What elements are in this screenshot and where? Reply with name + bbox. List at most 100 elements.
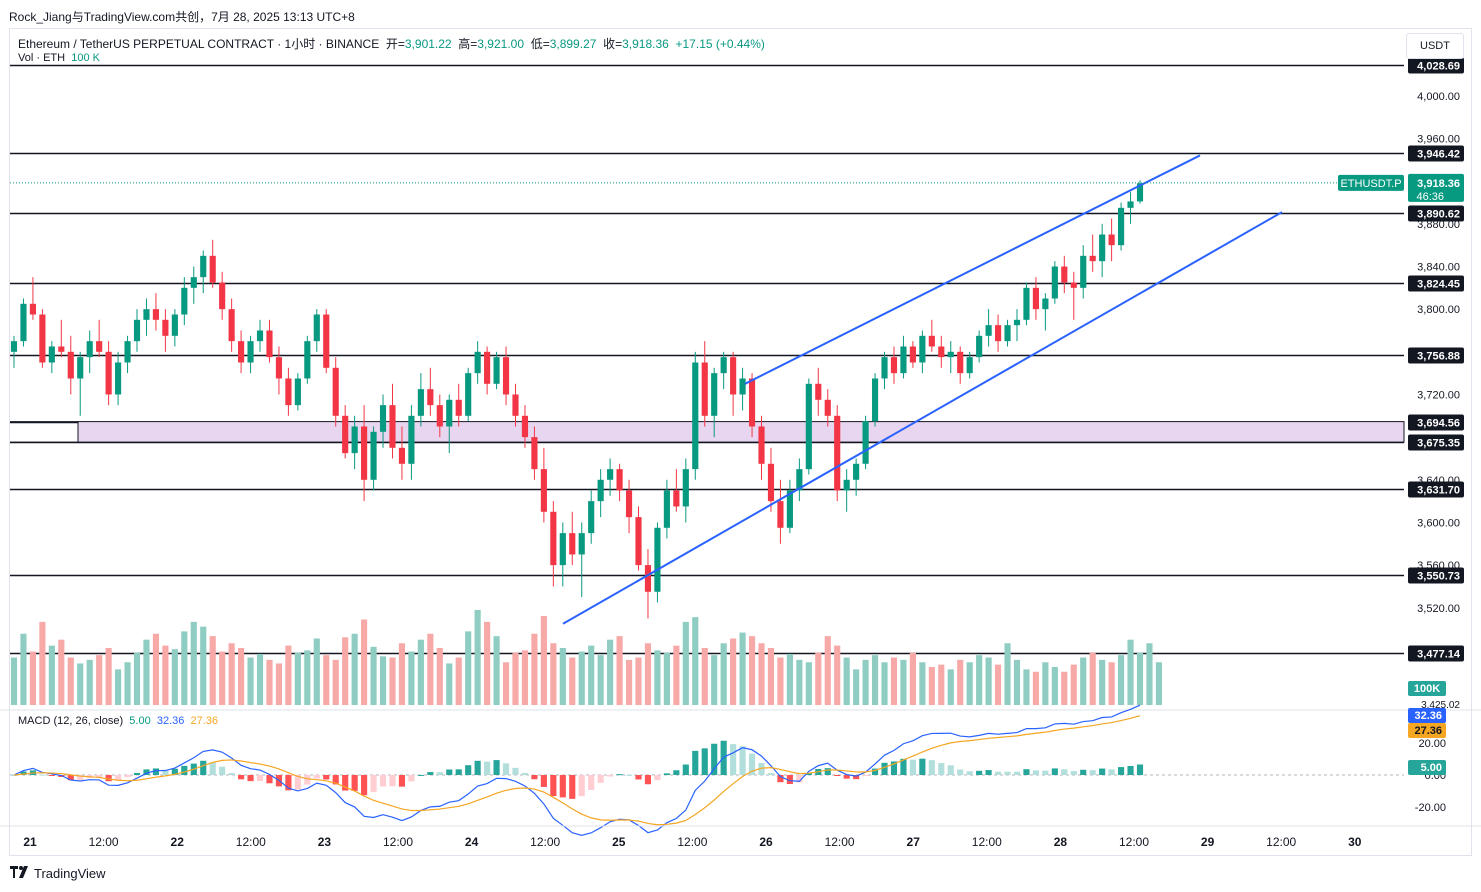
volume-bar bbox=[1127, 639, 1134, 705]
macd-histogram-bar bbox=[152, 768, 160, 775]
macd-histogram-bar bbox=[342, 775, 349, 791]
macd-histogram-bar bbox=[502, 763, 510, 775]
level-label: 3,890.62 bbox=[1417, 209, 1460, 221]
macd-histogram-bar bbox=[181, 765, 188, 775]
candle-body bbox=[947, 351, 954, 358]
level-label: 3,550.73 bbox=[1417, 571, 1460, 583]
time-tick-label: 24 bbox=[465, 835, 479, 849]
time-axis: 21 12:00 22 12:00 23 12:00 24 12:00 25 12:00 26 12:… bbox=[0, 825, 1481, 849]
macd-histogram-bar bbox=[332, 775, 339, 785]
candle-body bbox=[1061, 266, 1068, 283]
level-label: 3,675.35 bbox=[1417, 438, 1460, 450]
candle-body bbox=[730, 357, 737, 395]
candle-body bbox=[1051, 266, 1058, 299]
time-tick-label: 12:00 bbox=[1119, 835, 1149, 849]
candle-body bbox=[767, 463, 775, 502]
macd-histogram-bar bbox=[389, 775, 396, 787]
volume-bar bbox=[692, 617, 699, 705]
candle-body bbox=[862, 421, 869, 464]
macd-badge-label: 27.36 bbox=[1414, 725, 1442, 737]
macd-histogram-bar bbox=[597, 775, 604, 783]
currency-button[interactable]: USDT bbox=[1406, 33, 1464, 59]
macd-histogram-bar bbox=[824, 768, 831, 775]
volume-bar bbox=[275, 663, 283, 705]
time-tick-label: 29 bbox=[1201, 835, 1215, 849]
candle-body bbox=[152, 309, 160, 320]
macd-histogram-bar bbox=[1042, 770, 1049, 775]
volume-bar bbox=[720, 643, 727, 705]
volume-bar bbox=[730, 638, 737, 705]
candle-body bbox=[304, 341, 311, 379]
price-tick-label: 3,720.00 bbox=[1417, 389, 1460, 401]
level-badge bbox=[1408, 57, 1464, 74]
candle-body bbox=[209, 255, 216, 283]
macd-histogram-bar bbox=[663, 773, 670, 775]
macd-histogram-bar bbox=[323, 775, 330, 780]
macd-histogram-bar bbox=[928, 760, 935, 775]
level-label: 3,694.56 bbox=[1417, 418, 1460, 430]
volume-bar bbox=[654, 650, 661, 705]
candle-body bbox=[1127, 201, 1134, 208]
candle-body bbox=[531, 437, 538, 470]
candle-body bbox=[777, 501, 784, 528]
candle-body bbox=[1023, 287, 1030, 320]
candle-body bbox=[58, 346, 65, 352]
candle-body bbox=[1099, 234, 1106, 262]
macd-histogram-bar bbox=[370, 775, 377, 793]
footer: TradingView bbox=[10, 866, 106, 881]
volume-bar bbox=[29, 651, 36, 705]
level-label: 3,477.14 bbox=[1417, 649, 1461, 661]
level-badge bbox=[1408, 645, 1464, 662]
vol-value: 100 K bbox=[71, 52, 100, 64]
candle-body bbox=[115, 362, 122, 395]
candle-body bbox=[275, 357, 283, 379]
candle-body bbox=[29, 303, 36, 315]
volume-bar bbox=[266, 659, 273, 705]
volume-bar bbox=[616, 636, 623, 705]
volume-bar bbox=[540, 615, 547, 705]
volume-bar bbox=[313, 638, 320, 705]
cut-price-label: 3,425.02 bbox=[1421, 700, 1460, 711]
candle-body bbox=[67, 351, 74, 379]
volume-bar bbox=[559, 648, 566, 705]
volume-bar bbox=[625, 659, 633, 705]
macd-histogram-bar bbox=[484, 761, 491, 775]
candle-body bbox=[1108, 234, 1115, 246]
macd-histogram-bar bbox=[455, 769, 462, 775]
time-tick-label: 12:00 bbox=[825, 835, 855, 849]
macd-line-value: 32.36 bbox=[156, 715, 185, 727]
volume-bar bbox=[342, 637, 349, 705]
candle-body bbox=[370, 431, 377, 480]
macd-badge-label: 32.36 bbox=[1414, 710, 1442, 722]
candle-body bbox=[739, 378, 746, 395]
volume-bar bbox=[569, 657, 576, 705]
volume-bar bbox=[294, 652, 301, 705]
level-badge bbox=[1408, 414, 1464, 431]
macd-histogram-bar bbox=[1127, 765, 1134, 775]
low-label: 低= bbox=[530, 37, 550, 51]
volume-bar bbox=[805, 662, 812, 705]
macd-histogram-bar bbox=[1061, 769, 1068, 775]
macd-histogram-bar bbox=[133, 772, 141, 775]
macd-histogram-bar bbox=[1089, 770, 1096, 775]
macd-histogram-bar bbox=[1118, 767, 1125, 775]
macd-histogram-bar bbox=[1013, 771, 1021, 775]
candle-body bbox=[1032, 287, 1039, 310]
candle-body bbox=[86, 341, 93, 358]
volume-bar bbox=[455, 657, 462, 705]
time-tick-label: 23 bbox=[318, 835, 332, 849]
candle-body bbox=[919, 335, 926, 363]
time-tick-label: 12:00 bbox=[89, 835, 119, 849]
volume-bar bbox=[143, 639, 150, 705]
time-tick-label: 27 bbox=[907, 835, 921, 849]
candle-body bbox=[976, 335, 983, 358]
candle-body bbox=[474, 351, 481, 374]
candle-body bbox=[805, 383, 812, 470]
volume-bar bbox=[1023, 669, 1030, 705]
countdown-label: 46:36 bbox=[1416, 191, 1444, 203]
macd-histogram-bar bbox=[569, 775, 576, 799]
volume-bar bbox=[67, 657, 74, 705]
volume-bar bbox=[928, 667, 935, 705]
volume-bar bbox=[1118, 655, 1125, 705]
